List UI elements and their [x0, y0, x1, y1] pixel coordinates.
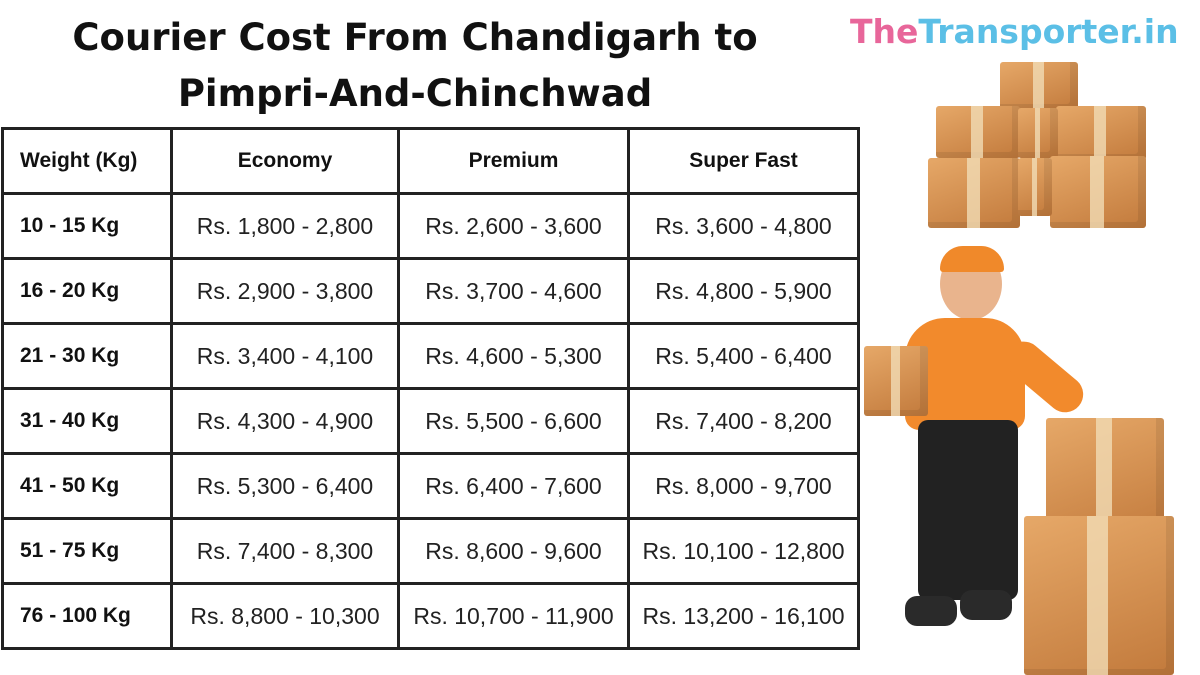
super-fast-cell: Rs. 13,200 - 16,100	[627, 582, 860, 650]
premium-cell: Rs. 10,700 - 11,900	[397, 582, 630, 650]
table-header-row: Weight (Kg) Economy Premium Super Fast	[1, 127, 860, 195]
logo-part-2: Transporter.in	[918, 12, 1179, 51]
economy-cell: Rs. 7,400 - 8,300	[170, 517, 400, 585]
table-row: 76 - 100 Kg Rs. 8,800 - 10,300 Rs. 10,700 …	[1, 582, 860, 650]
header-weight: Weight (Kg)	[1, 127, 173, 195]
table-row: 10 - 15 Kg Rs. 1,800 - 2,800 Rs. 2,600 - 3…	[1, 192, 860, 260]
super-fast-cell: Rs. 10,100 - 12,800	[627, 517, 860, 585]
economy-cell: Rs. 4,300 - 4,900	[170, 387, 400, 455]
title-line-1: Courier Cost From Chandigarh to	[72, 16, 758, 59]
header-economy: Economy	[170, 127, 400, 195]
weight-cell: 21 - 30 Kg	[1, 322, 173, 390]
weight-cell: 31 - 40 Kg	[1, 387, 173, 455]
premium-cell: Rs. 3,700 - 4,600	[397, 257, 630, 325]
table-row: 51 - 75 Kg Rs. 7,400 - 8,300 Rs. 8,600 - 9…	[1, 517, 860, 585]
page-title: Courier Cost From Chandigarh to Pimpri-A…	[0, 10, 830, 122]
brand-logo: TheTransporter.in	[850, 12, 1179, 51]
table-row: 16 - 20 Kg Rs. 2,900 - 3,800 Rs. 3,700 - 4…	[1, 257, 860, 325]
logo-part-1: The	[850, 12, 919, 51]
premium-cell: Rs. 6,400 - 7,600	[397, 452, 630, 520]
economy-cell: Rs. 8,800 - 10,300	[170, 582, 400, 650]
table-row: 31 - 40 Kg Rs. 4,300 - 4,900 Rs. 5,500 - 6…	[1, 387, 860, 455]
header-premium: Premium	[397, 127, 630, 195]
weight-cell: 76 - 100 Kg	[1, 582, 173, 650]
premium-cell: Rs. 2,600 - 3,600	[397, 192, 630, 260]
weight-cell: 51 - 75 Kg	[1, 517, 173, 585]
table-row: 41 - 50 Kg Rs. 5,300 - 6,400 Rs. 6,400 - 7…	[1, 452, 860, 520]
courier-cost-table: Weight (Kg) Economy Premium Super Fast 1…	[1, 127, 860, 650]
super-fast-cell: Rs. 4,800 - 5,900	[627, 257, 860, 325]
economy-cell: Rs. 3,400 - 4,100	[170, 322, 400, 390]
super-fast-cell: Rs. 5,400 - 6,400	[627, 322, 860, 390]
super-fast-cell: Rs. 8,000 - 9,700	[627, 452, 860, 520]
weight-cell: 16 - 20 Kg	[1, 257, 173, 325]
weight-cell: 10 - 15 Kg	[1, 192, 173, 260]
super-fast-cell: Rs. 7,400 - 8,200	[627, 387, 860, 455]
premium-cell: Rs. 8,600 - 9,600	[397, 517, 630, 585]
economy-cell: Rs. 2,900 - 3,800	[170, 257, 400, 325]
premium-cell: Rs. 5,500 - 6,600	[397, 387, 630, 455]
economy-cell: Rs. 5,300 - 6,400	[170, 452, 400, 520]
premium-cell: Rs. 4,600 - 5,300	[397, 322, 630, 390]
super-fast-cell: Rs. 3,600 - 4,800	[627, 192, 860, 260]
weight-cell: 41 - 50 Kg	[1, 452, 173, 520]
economy-cell: Rs. 1,800 - 2,800	[170, 192, 400, 260]
header-super-fast: Super Fast	[627, 127, 860, 195]
table-row: 21 - 30 Kg Rs. 3,400 - 4,100 Rs. 4,600 - 5…	[1, 322, 860, 390]
title-line-2: Pimpri-And-Chinchwad	[177, 72, 653, 115]
